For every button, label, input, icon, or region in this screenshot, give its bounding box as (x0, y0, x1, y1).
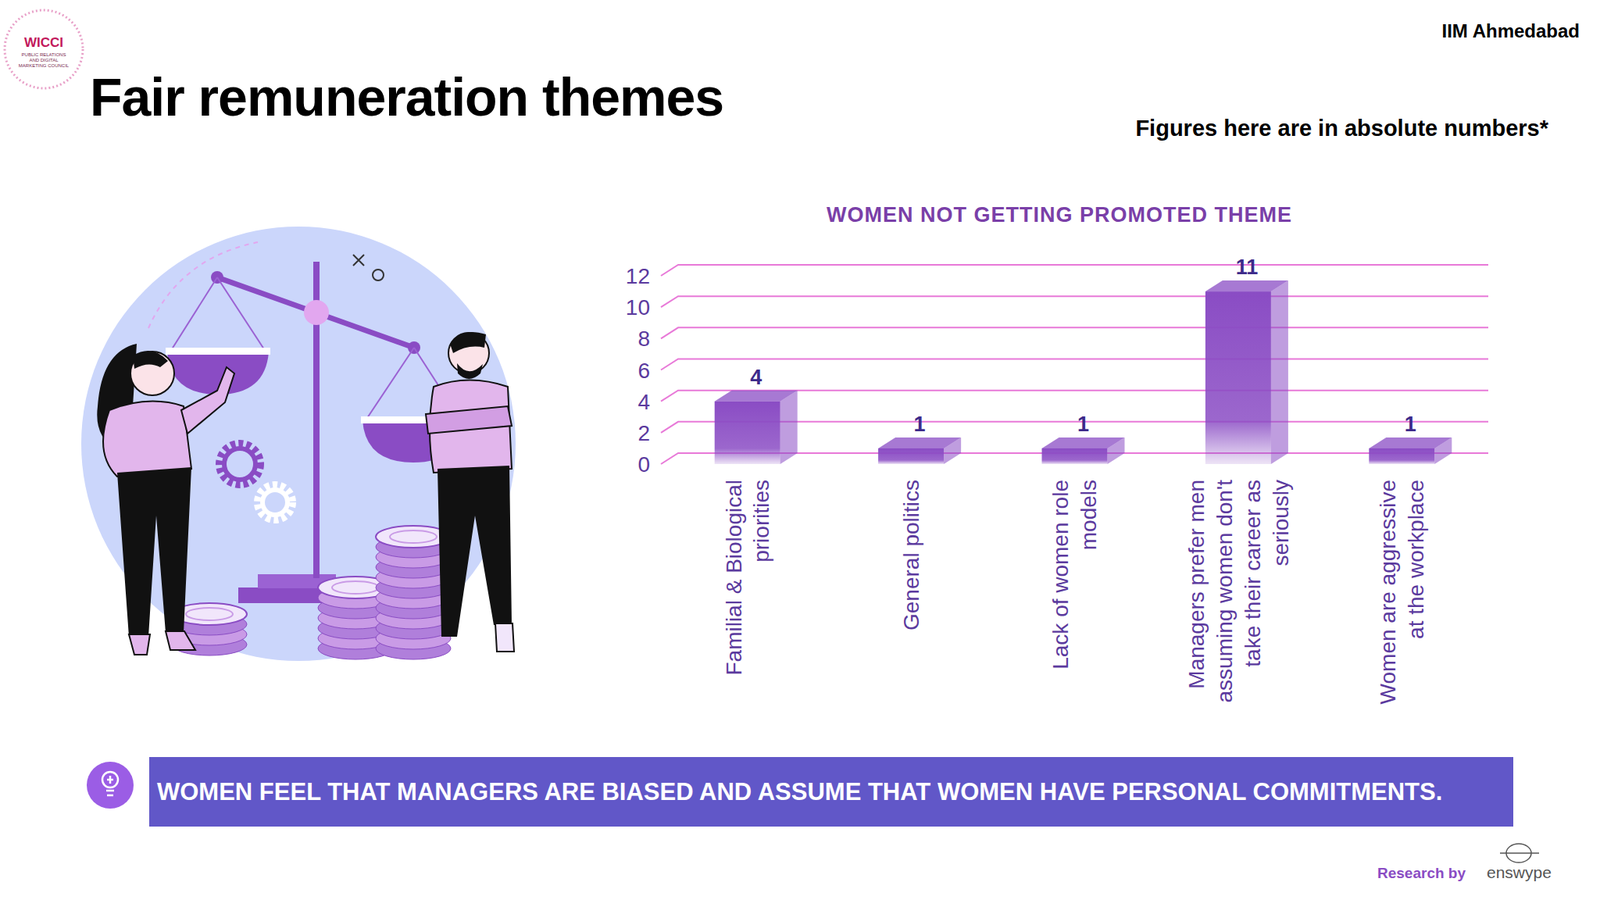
tick-label: 0 (637, 452, 650, 477)
tick-label: 6 (637, 358, 650, 383)
gear (224, 448, 256, 480)
brand: enswype (1486, 863, 1552, 882)
shoe (495, 623, 515, 652)
crossed-arms (425, 406, 512, 434)
deco-dot (372, 269, 384, 281)
pants (117, 467, 192, 637)
tick-label: 2 (637, 421, 650, 446)
bulb-icon (106, 775, 115, 796)
gear (262, 489, 288, 515)
bars (714, 280, 1453, 465)
coin-mark (389, 530, 437, 543)
data-label: 1 (1404, 412, 1417, 436)
labels: 4 Familial & Biologicalpriorities 1 General… (721, 255, 1429, 704)
note: Figures here are in absolute numbers* (1135, 115, 1549, 141)
banner: WOMEN FEEL THAT MANAGERS ARE BIASED AND … (86, 757, 1514, 827)
category-label: Familial & Biologicalpriorities (721, 479, 775, 676)
grid-line (660, 327, 1489, 339)
bar-side (1107, 437, 1125, 465)
man (425, 332, 515, 652)
category-line: Lack of women role (1048, 479, 1073, 670)
pants (437, 465, 512, 637)
bar-side (1271, 280, 1289, 465)
gear (257, 485, 293, 520)
logo-sub-line: AND DIGITAL (28, 57, 59, 63)
category-line: Women are aggressive (1375, 479, 1400, 704)
bar (878, 448, 944, 465)
bar-side (943, 437, 961, 465)
grid-line (660, 296, 1489, 308)
coin-mark (185, 607, 233, 621)
category-label: Women are aggressiveat the workplace (1375, 479, 1429, 704)
banner-box (149, 757, 1514, 827)
category-label: Lack of women rolemodels (1048, 479, 1101, 670)
coin-mark (332, 581, 379, 594)
data-label: 11 (1235, 255, 1259, 279)
org-name: IIM Ahmedabad (1442, 20, 1580, 42)
category-line: Managers prefer men (1184, 479, 1209, 690)
bar-side (780, 390, 798, 465)
data-label: 1 (1077, 412, 1090, 436)
illustration (81, 226, 516, 661)
shoes (128, 631, 196, 655)
logo-sub-line: MARKETING COUNCIL (18, 63, 70, 68)
bulb-circle (86, 761, 134, 809)
bg-circle (81, 226, 516, 661)
bar (1042, 448, 1108, 465)
logo: WICCI PUBLIC RELATIONSAND DIGITALMARKETIN… (4, 10, 83, 89)
gear (219, 443, 261, 485)
data-label: 1 (914, 412, 926, 436)
deco-spark (353, 254, 365, 266)
logo-sub: PUBLIC RELATIONSAND DIGITALMARKETING COU… (18, 52, 70, 68)
category-line: priorities (750, 479, 775, 563)
category-line: seriously (1268, 479, 1293, 566)
tick-label: 10 (625, 295, 650, 320)
arm (181, 367, 235, 434)
category-line: models (1076, 479, 1101, 550)
woman (96, 343, 235, 655)
banner-text: WOMEN FEEL THAT MANAGERS ARE BIASED AND … (157, 778, 1443, 806)
tick-label: 12 (625, 264, 650, 289)
bar (714, 401, 781, 465)
bar (1205, 291, 1272, 465)
scale-pivot (303, 300, 329, 325)
scale-pan-rim (165, 347, 271, 355)
slide: WICCI PUBLIC RELATIONSAND DIGITALMARKETIN… (0, 0, 1600, 900)
grid-line (660, 264, 1489, 276)
chart-title: WOMEN NOT GETTING PROMOTED THEME (826, 203, 1293, 227)
category-line: Familial & Biological (721, 479, 747, 676)
slide-title: Fair remuneration themes (89, 67, 724, 127)
hair (450, 332, 486, 354)
category-line: take their career as (1240, 479, 1265, 668)
category-line: at the workplace (1403, 479, 1429, 640)
hair-top (132, 350, 168, 369)
brand-icon (1500, 852, 1540, 854)
category-line: assuming women don't (1212, 479, 1237, 704)
grid-line (660, 359, 1489, 371)
data-label: 4 (750, 365, 762, 390)
tick-label: 8 (637, 326, 650, 351)
credit: Research by (1377, 864, 1466, 882)
tick-label: 4 (637, 389, 650, 415)
category-label: Managers prefer menassuming women don'tt… (1184, 479, 1293, 704)
logo-ring (4, 10, 83, 89)
chart: WOMEN NOT GETTING PROMOTED THEME 0 2 4 6 8 10 1… (625, 203, 1489, 704)
scale-beam (217, 277, 415, 348)
top (103, 401, 192, 477)
category-label: General politics (899, 479, 924, 631)
logo-text: WICCI (24, 35, 64, 50)
category-line: General politics (899, 479, 924, 631)
bar (1368, 448, 1435, 465)
logo-sub-line: PUBLIC RELATIONS (21, 52, 67, 58)
bar-side (1434, 437, 1452, 465)
beard (457, 363, 483, 379)
